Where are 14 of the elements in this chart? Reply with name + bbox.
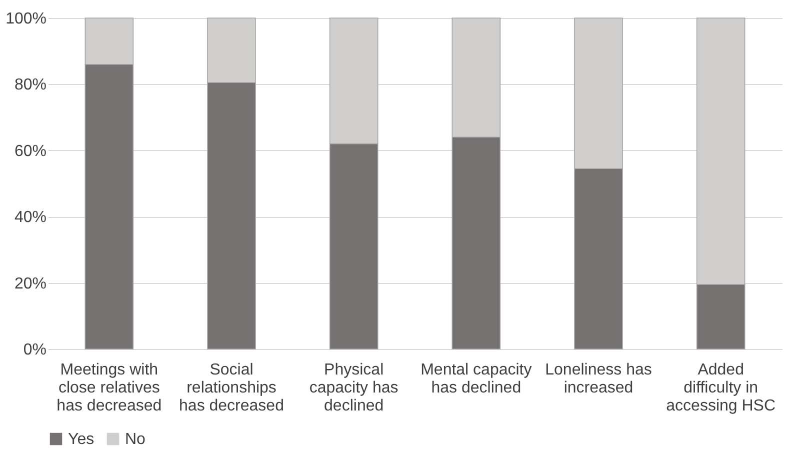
x-tick-label: Loneliness has increased	[545, 362, 652, 396]
legend-label: No	[125, 431, 146, 448]
y-tick-label: 100%	[6, 10, 46, 28]
x-tick-label: Meetings with close relatives has decreased	[56, 362, 162, 414]
x-tick-label: Social relationships has decreased	[179, 362, 284, 414]
y-tick-label: 60%	[14, 142, 46, 160]
y-tick-label: 80%	[14, 76, 46, 94]
x-tick-label: Physical capacity has declined	[309, 362, 398, 414]
x-tick-label: Mental capacity has declined	[420, 362, 532, 396]
x-tick-label: Added difficulty in accessing HSC	[666, 362, 776, 414]
legend-label: Yes	[68, 431, 94, 448]
y-tick-label: 40%	[14, 209, 46, 226]
y-tick-label: 0%	[23, 342, 46, 358]
y-tick-label: 20%	[14, 275, 46, 292]
